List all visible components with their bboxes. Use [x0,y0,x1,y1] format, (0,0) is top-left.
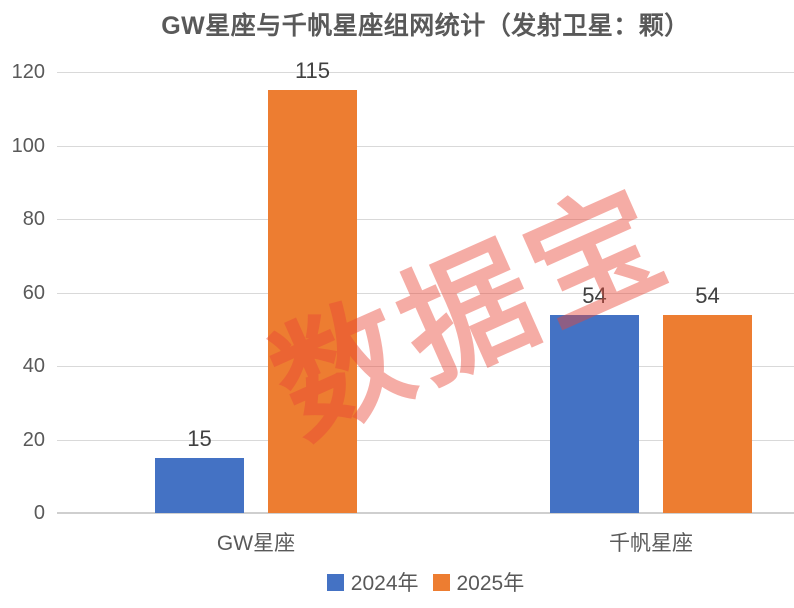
legend-item-2024年: 2024年 [326,567,419,597]
y-tick-label-40: 40 [22,355,45,377]
legend-label-2024年: 2024年 [350,572,419,595]
chart-title: GW星座与千帆星座组网统计（发射卫星：颗） [161,12,690,40]
y-tick-label-100: 100 [11,134,45,157]
bar-GW星座-2025年 [268,90,357,513]
gridline-y-120 [57,72,794,73]
bar-value-label-千帆星座-2025年: 54 [695,283,720,308]
bar-GW星座-2024年 [155,458,244,513]
gridline-y-60 [57,292,794,294]
y-tick-label-20: 20 [22,428,45,451]
bar-value-label-GW星座-2025年: 115 [294,58,331,83]
gridline-y-100 [57,145,794,147]
bar-value-label-GW星座-2024年: 15 [187,426,212,451]
legend-swatch-2025年 [432,573,450,591]
y-tick-label-0: 0 [33,502,45,524]
gridline-y-0 [57,512,794,514]
legend-label-2025年: 2025年 [456,572,525,595]
gridline-y-40 [57,366,794,367]
plot-area: 15 115 GW星座 54 54 千帆星座 [57,58,794,555]
gridline-y-80 [57,219,794,220]
bar-千帆星座-2024年 [550,315,639,513]
legend-item-2025年: 2025年 [432,567,525,597]
bar-value-label-千帆星座-2024年: 54 [582,283,607,308]
legend-swatch-2024年 [326,573,344,591]
bar-千帆星座-2025年 [663,315,752,513]
y-tick-label-80: 80 [22,208,45,230]
category-label-GW星座: GW星座 [216,532,296,555]
category-label-千帆星座: 千帆星座 [609,532,693,555]
y-tick-label-60: 60 [22,281,45,304]
y-tick-label-120: 120 [11,61,45,83]
gridline-y-20 [57,439,794,441]
legend: 2024年 2025年 [57,567,794,597]
